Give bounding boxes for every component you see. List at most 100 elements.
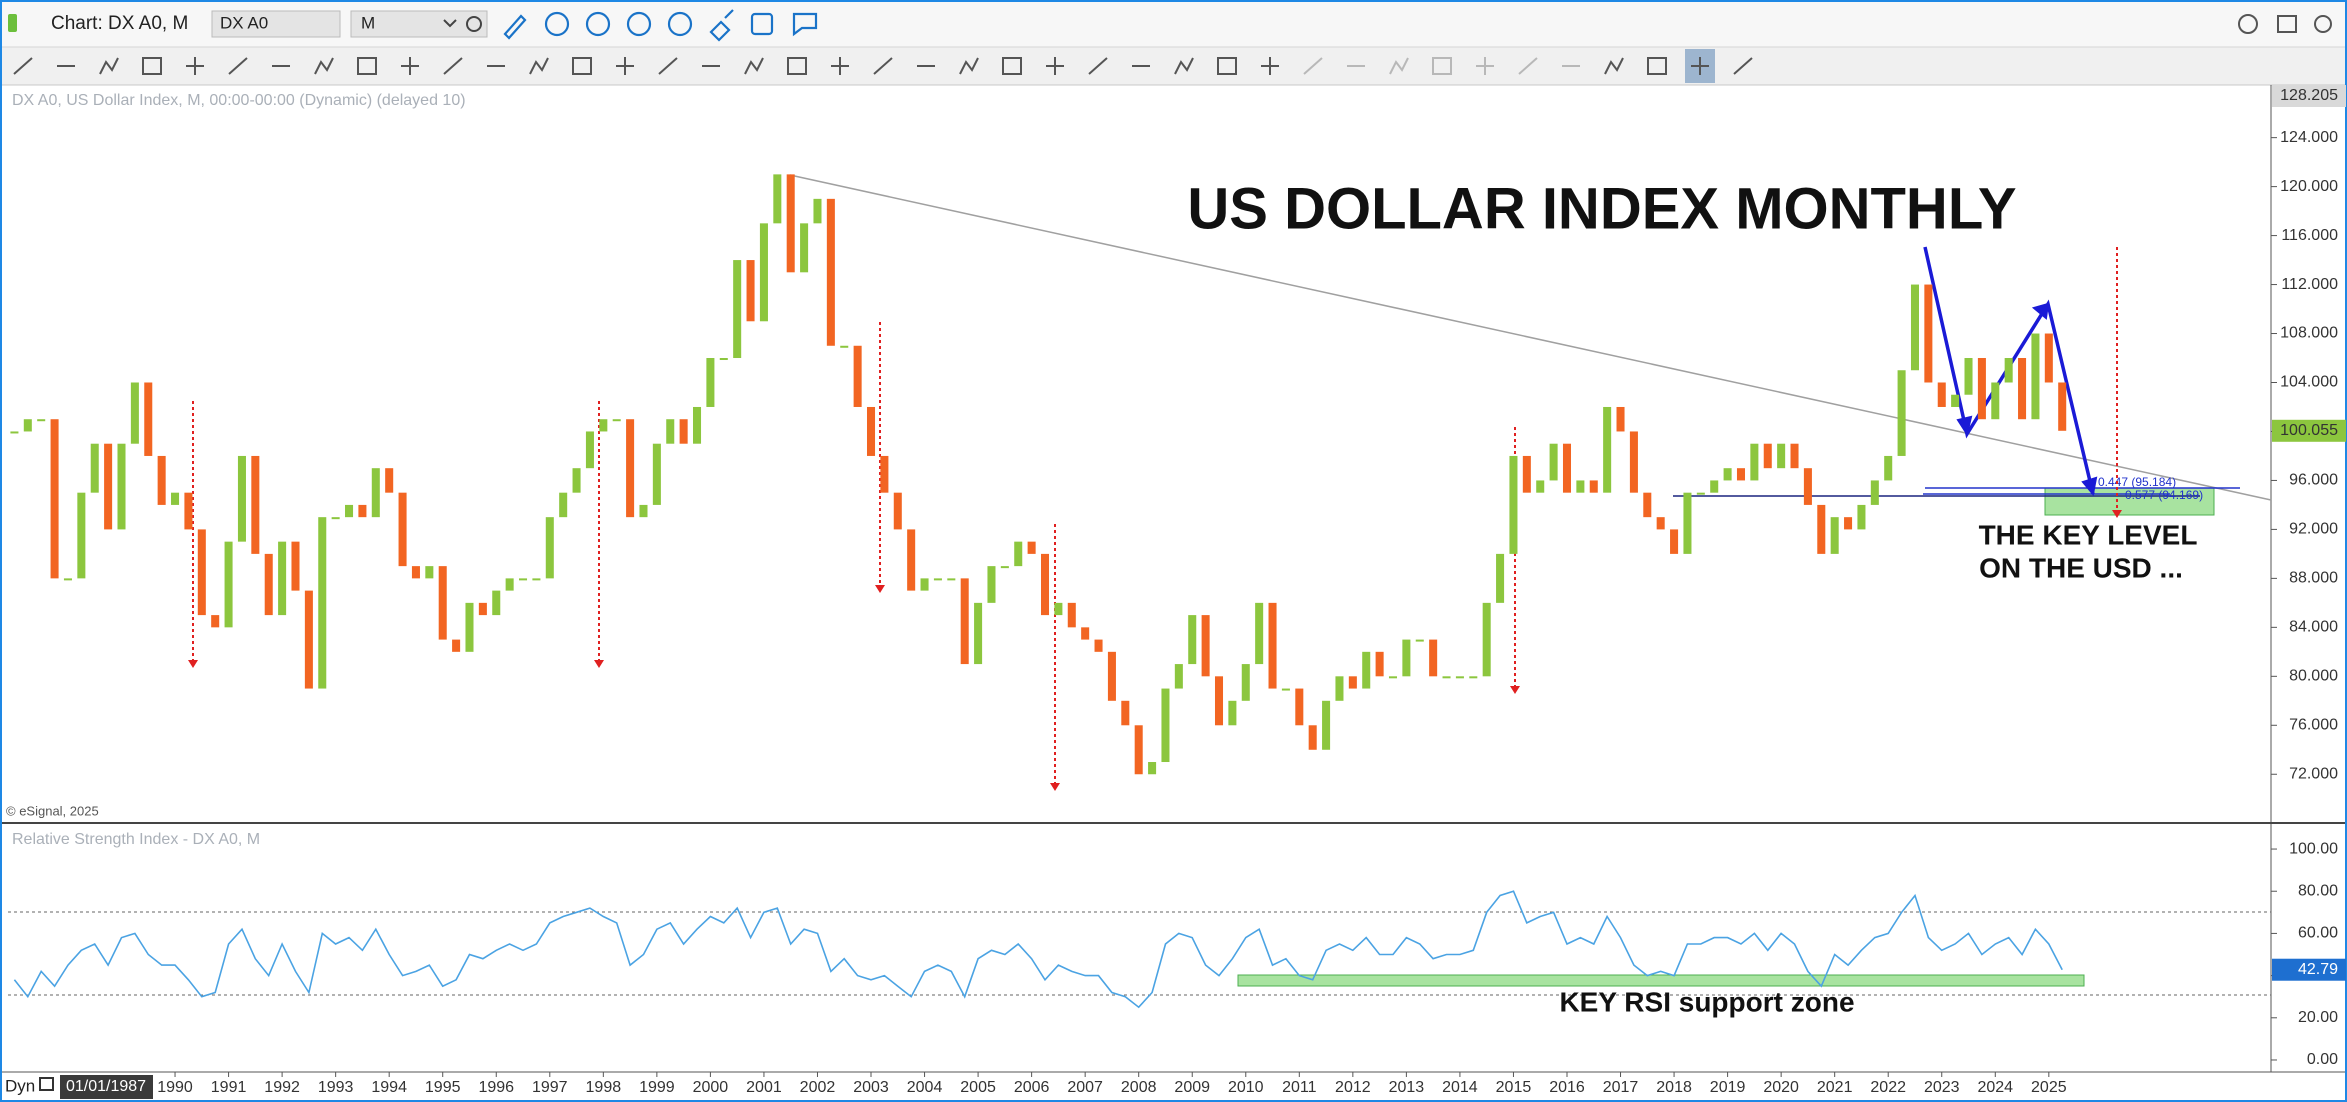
candle bbox=[1174, 664, 1183, 689]
drawing-tool[interactable] bbox=[1432, 57, 1452, 75]
lock-icon[interactable] bbox=[39, 1077, 54, 1091]
drawing-tool[interactable] bbox=[831, 57, 849, 75]
drawing-tool[interactable] bbox=[1733, 57, 1753, 75]
b-tool[interactable] bbox=[585, 11, 611, 37]
candle bbox=[1201, 615, 1210, 677]
drawing-tool[interactable] bbox=[314, 57, 334, 75]
drawing-tool[interactable] bbox=[99, 57, 119, 75]
drawing-tool[interactable] bbox=[744, 57, 764, 75]
drawing-tool[interactable] bbox=[443, 57, 463, 75]
drawing-tool[interactable] bbox=[787, 57, 807, 75]
y-tick-label: 20.00 bbox=[2298, 1009, 2338, 1026]
y-tick-label: 104.000 bbox=[2280, 374, 2338, 391]
drawing-tool[interactable] bbox=[1261, 57, 1279, 75]
drawing-tool[interactable] bbox=[401, 57, 419, 75]
interval-box[interactable] bbox=[350, 10, 488, 38]
clock-icon[interactable] bbox=[466, 16, 482, 32]
drawing-tool[interactable] bbox=[1476, 57, 1494, 75]
candle bbox=[987, 566, 996, 603]
candle bbox=[63, 578, 72, 581]
drawing-tool[interactable] bbox=[529, 57, 549, 75]
layout-icon[interactable] bbox=[2277, 15, 2297, 33]
candle bbox=[144, 382, 153, 456]
y-tick-label: 124.000 bbox=[2280, 129, 2338, 146]
candle bbox=[1228, 700, 1237, 726]
candle bbox=[1723, 468, 1732, 481]
candle bbox=[251, 455, 260, 554]
candle bbox=[1402, 639, 1411, 677]
candle bbox=[224, 541, 233, 628]
y-tick-label: 96.000 bbox=[2289, 472, 2338, 489]
candle bbox=[1603, 406, 1612, 493]
y-tick-label: 60.00 bbox=[2298, 925, 2338, 942]
drawing-tool[interactable] bbox=[1691, 57, 1709, 75]
drawing-tool[interactable] bbox=[1604, 57, 1624, 75]
price-pane-header: DX A0, US Dollar Index, M, 00:00-00:00 (… bbox=[12, 92, 466, 109]
candle bbox=[545, 517, 554, 579]
tool-icon[interactable] bbox=[709, 9, 734, 42]
x-tick-label: 1993 bbox=[318, 1079, 354, 1096]
symbol-box[interactable] bbox=[211, 10, 341, 38]
mode-label[interactable]: Dyn bbox=[5, 1076, 35, 1095]
indicator-tool[interactable] bbox=[544, 11, 570, 37]
x-tick-label: 2018 bbox=[1656, 1079, 1692, 1096]
candle bbox=[813, 198, 822, 224]
edit-tool[interactable] bbox=[750, 12, 774, 36]
drawing-tool[interactable] bbox=[1088, 57, 1108, 75]
drawing-tool[interactable] bbox=[1389, 57, 1409, 75]
candle bbox=[385, 468, 394, 493]
drawing-tool[interactable] bbox=[1303, 57, 1323, 75]
drawing-tool[interactable] bbox=[616, 57, 634, 75]
symbol[interactable]: DX A0 bbox=[220, 13, 268, 32]
t-tool[interactable] bbox=[626, 11, 652, 37]
drawing-tool[interactable] bbox=[1518, 57, 1538, 75]
candle bbox=[291, 541, 300, 591]
pen-tool[interactable] bbox=[503, 14, 527, 40]
drawing-tool[interactable] bbox=[658, 57, 678, 75]
candle bbox=[1951, 394, 1960, 407]
candle bbox=[1362, 651, 1371, 689]
candle bbox=[532, 578, 541, 581]
drawing-tool[interactable] bbox=[1174, 57, 1194, 75]
cycle-arrow-head bbox=[2112, 510, 2122, 518]
interval[interactable]: M bbox=[361, 13, 375, 32]
x-tick-label: 2010 bbox=[1228, 1079, 1264, 1096]
drawing-tool[interactable] bbox=[186, 57, 204, 75]
drawing-tool[interactable] bbox=[1002, 57, 1022, 75]
drawing-tool[interactable] bbox=[572, 57, 592, 75]
candle bbox=[666, 419, 675, 444]
comment-tool[interactable] bbox=[792, 12, 818, 37]
candle bbox=[345, 504, 354, 518]
drawing-tool[interactable] bbox=[13, 57, 33, 75]
arrow-head bbox=[1956, 302, 2098, 497]
drawing-tool[interactable] bbox=[142, 57, 162, 75]
drawing-tool[interactable] bbox=[357, 57, 377, 75]
candle bbox=[505, 578, 514, 591]
drawing-tool[interactable] bbox=[873, 57, 893, 75]
drawing-tool[interactable] bbox=[1217, 57, 1237, 75]
drawing-tool[interactable] bbox=[959, 57, 979, 75]
drawing-tool[interactable] bbox=[1647, 57, 1667, 75]
candle bbox=[1710, 480, 1719, 493]
cycle-arrow-head bbox=[188, 660, 198, 668]
settings-icon[interactable] bbox=[2314, 15, 2332, 33]
candle bbox=[652, 443, 661, 505]
drawing-tool[interactable] bbox=[228, 57, 248, 75]
candle bbox=[1054, 602, 1063, 616]
help-icon[interactable] bbox=[2238, 14, 2258, 34]
a-tool[interactable] bbox=[667, 11, 693, 37]
drawing-tool[interactable] bbox=[1046, 57, 1064, 75]
candle bbox=[1496, 553, 1505, 603]
candle bbox=[1536, 480, 1545, 493]
candle bbox=[1750, 443, 1759, 481]
candle bbox=[612, 419, 621, 422]
dropdown-icon[interactable] bbox=[443, 19, 457, 28]
x-tick-label: 2004 bbox=[907, 1079, 943, 1096]
candle bbox=[866, 406, 876, 456]
candle bbox=[1027, 541, 1036, 554]
candle bbox=[1576, 480, 1585, 493]
candle bbox=[1549, 443, 1558, 481]
x-tick-label: 2007 bbox=[1067, 1079, 1103, 1096]
candle bbox=[1335, 676, 1344, 701]
candle bbox=[1295, 688, 1304, 726]
